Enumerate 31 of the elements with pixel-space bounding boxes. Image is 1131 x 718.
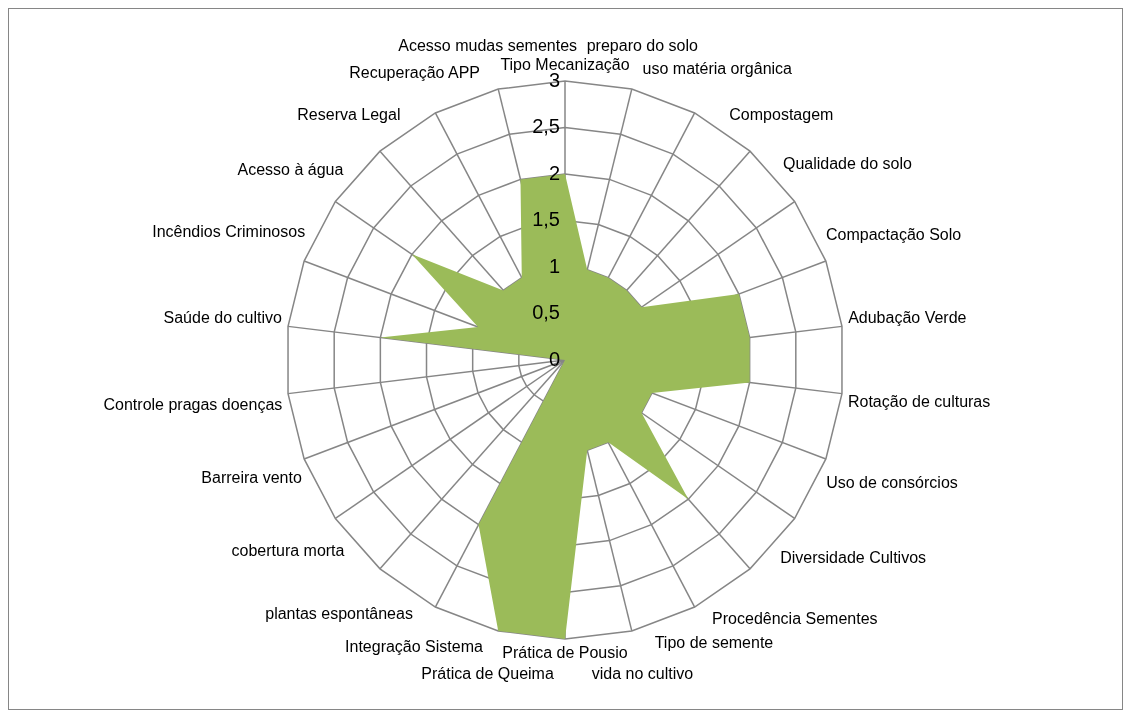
spoke-label: Compostagem	[729, 106, 834, 124]
spoke-label: Tipo de semente	[654, 634, 774, 652]
spoke-label: Tipo Mecanização	[500, 56, 630, 74]
spoke-label: Saúde do cultivo	[163, 308, 282, 326]
spoke-label: Recuperação APP	[349, 63, 481, 81]
spoke-label: Acesso à água	[237, 160, 344, 178]
spoke-label: plantas espontâneas	[265, 605, 413, 623]
spoke-label: Uso de consórcios	[826, 474, 958, 492]
spoke-label: Controle pragas doenças	[103, 395, 283, 413]
y-tick-label: 0,5	[532, 301, 560, 324]
spoke-label: Reserva Legal	[297, 106, 401, 124]
spoke-label: Acesso mudas sementes	[398, 36, 578, 54]
spoke-label: Diversidade Cultivos	[780, 549, 927, 567]
spoke-label: cobertura morta	[231, 541, 345, 559]
y-tick-label: 0	[548, 347, 560, 370]
spoke-label: Prática de Queima	[421, 664, 554, 682]
spoke-label: Qualidade do solo	[782, 155, 913, 173]
spoke-label: Compactação Solo	[825, 225, 962, 243]
spoke-label: Prática de Pousio	[502, 644, 628, 662]
spoke-label: uso matéria orgânica	[642, 60, 793, 78]
spoke-label: Procedência Sementes	[712, 609, 878, 627]
spoke-label: Barreira vento	[201, 469, 302, 487]
spoke-label: Incêndios Criminosos	[152, 222, 306, 240]
spoke-label: vida no cultivo	[591, 664, 694, 682]
spoke-label: Rotação de culturas	[847, 393, 991, 411]
spoke-label: preparo do solo	[586, 36, 698, 54]
y-tick-label: 1	[548, 254, 560, 277]
spoke-label: Integração Sistema	[345, 638, 483, 656]
spoke-label: Adubação Verde	[848, 308, 967, 326]
y-tick-label: 1,5	[532, 208, 560, 231]
y-tick-label: 2,5	[532, 115, 560, 138]
